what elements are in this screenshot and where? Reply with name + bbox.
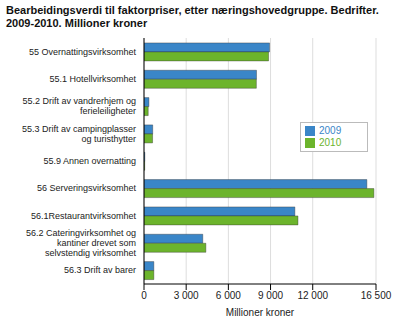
svg-text:12 000: 12 000 [297, 290, 328, 301]
svg-text:Millioner kroner: Millioner kroner [226, 307, 295, 318]
svg-text:55 Overnattingsvirksomhet: 55 Overnattingsvirksomhet [29, 47, 137, 57]
svg-text:56.3 Drift av barer: 56.3 Drift av barer [64, 265, 136, 275]
svg-text:16 500: 16 500 [361, 290, 392, 301]
svg-text:6 000: 6 000 [216, 290, 241, 301]
svg-text:3 000: 3 000 [174, 290, 199, 301]
svg-text:56 Serveringsvirksomhet: 56 Serveringsvirksomhet [37, 183, 137, 193]
svg-text:55.9 Annen overnatting: 55.9 Annen overnatting [43, 156, 136, 166]
svg-text:55.3 Drift av campingplasserog: 55.3 Drift av campingplasserog turisthyt… [22, 124, 136, 144]
svg-text:55.2 Drift av vandrerhjem ogfe: 55.2 Drift av vandrerhjem ogferieleiligh… [22, 96, 136, 116]
html-text:2009: 2009 [319, 125, 342, 136]
svg-text:55.1 Hotellvirksomhet: 55.1 Hotellvirksomhet [49, 74, 136, 84]
svg-text:0: 0 [141, 290, 147, 301]
svg-text:56.1Restaurantvirksomhet: 56.1Restaurantvirksomhet [31, 211, 137, 221]
html-text:Bearbeidingsverdi til faktorpr: Bearbeidingsverdi til faktorpriser, ette… [6, 4, 379, 29]
svg-text:56.2 Cateringvirksomhet ogkant: 56.2 Cateringvirksomhet ogkantiner dreve… [26, 228, 137, 258]
html-text:2010: 2010 [319, 137, 342, 148]
svg-text:9 000: 9 000 [258, 290, 283, 301]
